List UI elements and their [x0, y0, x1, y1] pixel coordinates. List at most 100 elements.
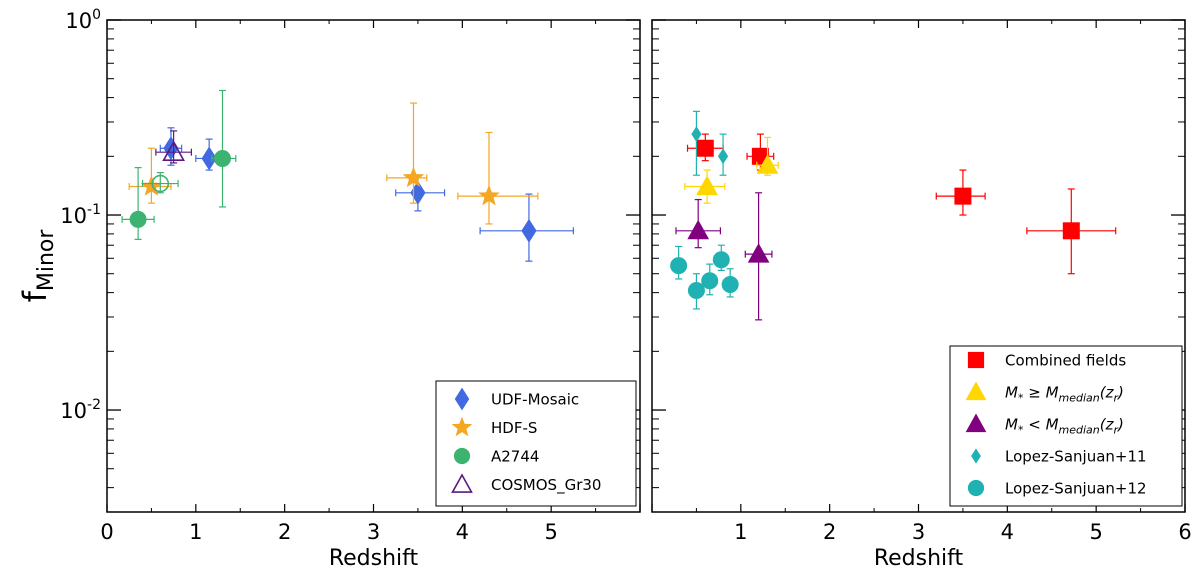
x-tick-label: 2 [278, 520, 291, 544]
series-lopez-sanjuan-11 [691, 110, 729, 176]
data-marker [201, 146, 217, 171]
data-marker [696, 175, 718, 196]
series-hdf-s [128, 102, 539, 225]
x-tick-label: 6 [1178, 520, 1191, 544]
x-tick-label: 5 [1089, 520, 1102, 544]
data-point [395, 174, 446, 212]
data-point [717, 133, 729, 176]
legend-entry: Combined fields [967, 351, 1126, 370]
legend-marker [971, 448, 981, 464]
data-point [1026, 188, 1117, 275]
data-marker [478, 184, 500, 206]
data-point [121, 167, 155, 240]
data-marker [687, 282, 705, 300]
data-point [756, 136, 779, 176]
data-point [479, 193, 574, 262]
data-point [141, 172, 179, 194]
legend-entry: Lopez-Sanjuan+12 [967, 479, 1147, 498]
data-marker [696, 139, 714, 157]
legend-label: M* < Mmedian(zr) [1005, 416, 1124, 437]
legend-marker [454, 387, 470, 411]
legend-label: UDF-Mosaic [491, 391, 579, 409]
data-marker [954, 187, 972, 205]
series-m-m-median-z-r- [675, 192, 773, 321]
data-point [691, 110, 702, 176]
data-marker [712, 251, 730, 269]
data-marker [151, 174, 170, 193]
data-marker [717, 148, 729, 165]
data-point [675, 198, 722, 249]
legend-entry: UDF-Mosaic [454, 387, 579, 411]
series-a2744 [121, 89, 237, 240]
data-point [744, 192, 773, 321]
x-tick-label: 1 [734, 520, 747, 544]
series-udf-mosaic [159, 127, 574, 262]
data-point [687, 273, 705, 310]
x-tick-label: 3 [912, 520, 925, 544]
legend-entry: HDF-S [451, 416, 537, 437]
data-marker [670, 257, 688, 275]
legend-marker [967, 479, 985, 497]
legend-marker [967, 351, 985, 369]
data-marker [402, 166, 425, 188]
legend-marker [965, 413, 987, 433]
data-marker [129, 210, 147, 228]
series-lopez-sanjuan-12 [670, 244, 739, 310]
x-tick-label: 1 [189, 520, 202, 544]
series-m-m-median-z-r- [684, 136, 779, 204]
legend-entry: COSMOS_Gr30 [451, 473, 601, 495]
x-axis-label: Redshift [874, 546, 964, 571]
y-tick-label: 100 [65, 7, 101, 33]
x-tick-label: 2 [823, 520, 836, 544]
data-point [935, 169, 986, 216]
x-axis-label: Redshift [329, 546, 419, 571]
legend-label: A2744 [491, 448, 539, 466]
legend-box [435, 380, 637, 507]
data-marker [687, 219, 710, 240]
legend-marker [965, 381, 987, 401]
x-tick-label: 3 [367, 520, 380, 544]
data-point [686, 133, 724, 162]
legend-marker [451, 473, 473, 493]
data-point [712, 244, 730, 271]
y-axis-label: fMinor [16, 229, 59, 303]
left-panel: 0 1 2 3 4 5 100 10-1 10-2 Redshift fMinor UDF-Mosai… [16, 7, 641, 571]
legend-marker [453, 447, 471, 465]
data-marker [691, 126, 702, 143]
right-panel: 1 2 3 4 5 6 Redshift Combined fields M* ≥ Mmedia… [651, 19, 1192, 571]
data-point [211, 89, 237, 208]
data-point [670, 245, 688, 280]
data-point [128, 147, 172, 204]
legend: UDF-Mosaic HDF-S A2744 COSMOS_Gr30 [435, 380, 637, 507]
series-a2744-open- [141, 172, 179, 194]
legend: Combined fields M* ≥ Mmedian(zr) M* < Mmed… [949, 345, 1183, 507]
x-tick-label: 0 [100, 520, 113, 544]
legend-label: COSMOS_Gr30 [491, 476, 601, 495]
data-point [155, 130, 192, 164]
data-marker [1062, 222, 1080, 240]
data-marker [721, 276, 739, 294]
legend-entry: A2744 [453, 447, 539, 466]
legend-entry: M* ≥ Mmedian(zr) [965, 381, 1124, 405]
legend-entry: Lopez-Sanjuan+11 [971, 448, 1147, 466]
data-marker [162, 140, 185, 161]
data-point [721, 268, 739, 298]
data-marker [521, 218, 537, 243]
legend-label: Combined fields [1005, 352, 1126, 370]
x-tick-label: 4 [456, 520, 469, 544]
legend-label: M* ≥ Mmedian(zr) [1005, 384, 1124, 405]
legend-marker [451, 416, 473, 437]
data-marker [756, 154, 779, 174]
legend-box [949, 345, 1183, 507]
legend-entry: M* < Mmedian(zr) [965, 413, 1124, 437]
x-tick-label: 5 [544, 520, 557, 544]
series-cosmos-gr30 [155, 130, 192, 164]
data-point [701, 263, 719, 296]
legend-label: Lopez-Sanjuan+12 [1005, 480, 1147, 498]
data-point [457, 131, 539, 225]
y-tick-label: 10-2 [60, 397, 101, 423]
legend-label: HDF-S [491, 419, 537, 437]
data-marker [747, 243, 770, 263]
data-marker [701, 272, 719, 290]
